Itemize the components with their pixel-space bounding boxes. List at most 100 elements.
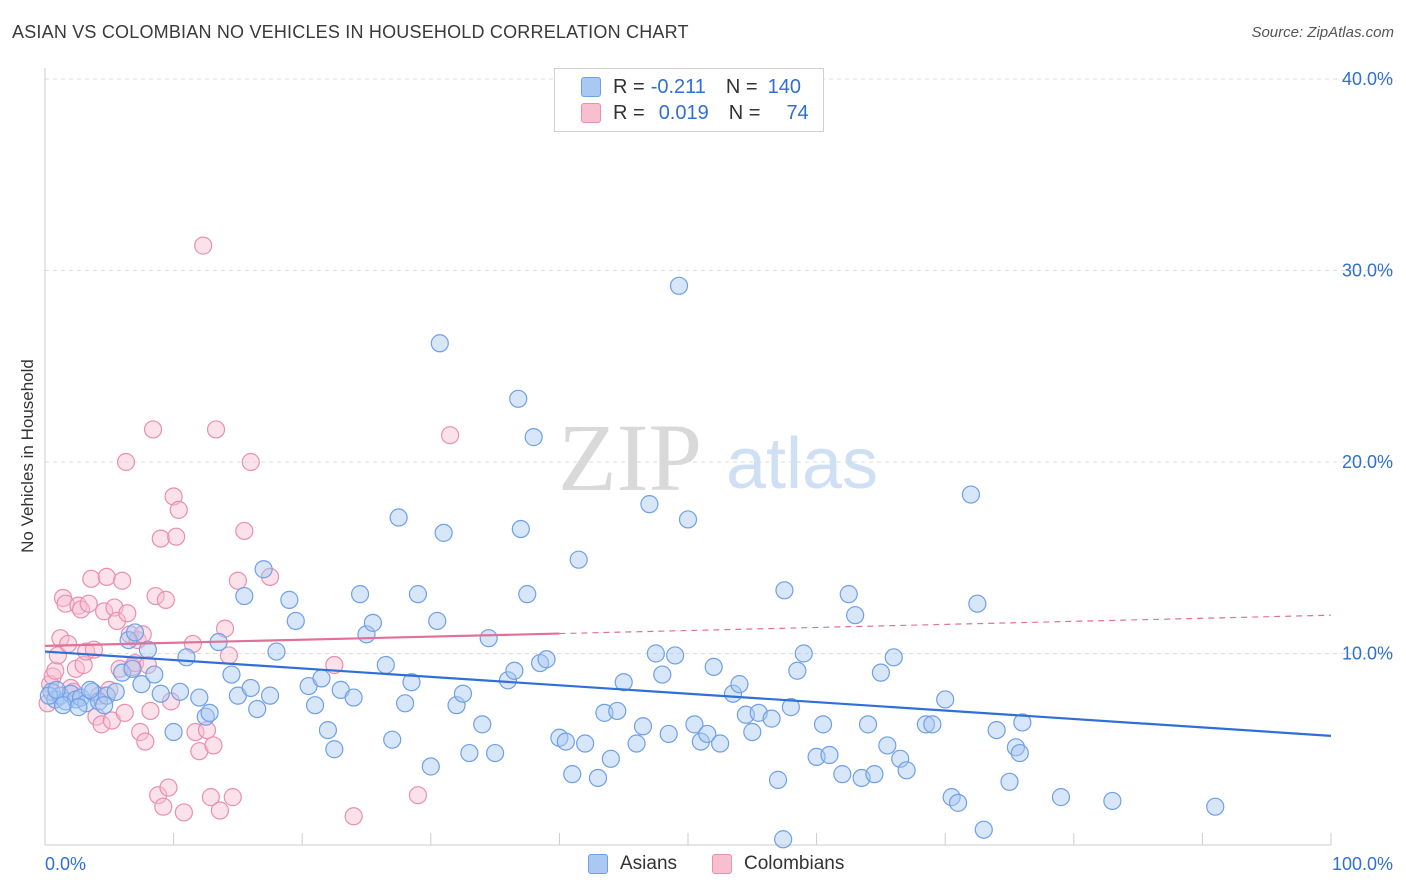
asians-point <box>286 611 305 631</box>
asians-point <box>95 696 114 715</box>
asians-point <box>113 663 132 682</box>
asians-point <box>730 675 749 694</box>
asians-point <box>376 655 395 675</box>
asians-point <box>509 389 528 408</box>
asians-point <box>762 709 781 728</box>
asians-point <box>190 688 209 707</box>
asians-point <box>363 613 383 632</box>
asians-point <box>524 428 543 447</box>
axes <box>44 68 1332 846</box>
asians-point <box>1103 791 1122 811</box>
colombians-point <box>201 788 220 807</box>
asians-point <box>685 715 704 734</box>
colombians-point <box>146 586 165 606</box>
colombians-point <box>149 786 168 805</box>
colombians-point <box>174 803 193 822</box>
asians-point <box>711 734 730 753</box>
asians-point <box>267 642 286 661</box>
colombians-point <box>151 529 170 548</box>
colombians-point <box>210 801 229 820</box>
asians-point <box>788 661 807 680</box>
asians-point <box>260 686 280 705</box>
asians-point <box>833 765 852 784</box>
asians-point <box>923 715 942 734</box>
legend-item-colombians: Colombians <box>712 851 844 877</box>
asians-point <box>839 585 858 604</box>
colombians-point <box>115 703 134 722</box>
colombians-point <box>74 655 93 675</box>
watermark: ZIP atlas <box>558 404 878 511</box>
asians-point <box>80 680 100 699</box>
asians-point <box>704 657 723 677</box>
asians-point <box>588 768 608 788</box>
asians-point <box>858 715 878 734</box>
asians-point <box>698 724 717 744</box>
asians-point <box>69 698 88 717</box>
asians-point <box>344 688 363 707</box>
asians-legend-swatch <box>588 854 608 874</box>
asians-point <box>248 699 267 719</box>
asians-point <box>402 673 421 692</box>
colombians-r-label: R = <box>613 101 645 124</box>
y-tick-label: 30.0% <box>1342 261 1393 281</box>
colombians-point <box>344 807 363 826</box>
asians-point <box>576 734 595 753</box>
asians-point <box>350 585 370 604</box>
colombians-point <box>197 720 217 740</box>
asians-point <box>1051 788 1071 807</box>
asians-point <box>633 717 653 736</box>
asians-point <box>794 644 813 663</box>
colombians-point <box>116 452 136 472</box>
asians-point <box>200 703 219 722</box>
asians-point <box>318 720 338 740</box>
y-tick-label: 20.0% <box>1342 452 1393 472</box>
asians-point <box>936 690 955 709</box>
asians-n-label: N = <box>725 75 758 98</box>
asians-n-value: 140 <box>767 75 801 98</box>
asians-point <box>453 684 473 703</box>
asians-point <box>430 334 449 353</box>
asians-point <box>479 629 498 648</box>
x-tick-label: 0.0% <box>45 854 86 874</box>
asians-point <box>164 722 183 742</box>
colombians-legend-swatch <box>712 854 732 874</box>
asians-point <box>305 696 325 715</box>
colombians-point <box>408 786 428 805</box>
asians-r-label: R = <box>613 75 645 98</box>
colombians-point <box>223 788 242 807</box>
asians-point <box>871 663 891 682</box>
asians-point <box>556 732 575 751</box>
asians-point <box>659 724 678 744</box>
asians-point <box>395 694 415 713</box>
asians-point <box>1013 713 1032 732</box>
colombians-point <box>141 701 160 721</box>
colombians-point <box>97 567 116 587</box>
asians-point <box>537 650 556 669</box>
colombians-point <box>156 590 175 609</box>
gridlines <box>45 78 1395 654</box>
asians-point <box>132 675 151 694</box>
asians-point <box>897 761 916 780</box>
trendlines <box>44 614 1332 737</box>
colombians-point <box>164 487 183 506</box>
asians-point <box>325 740 344 759</box>
colombians-point <box>241 452 260 472</box>
chart-title: ASIAN VS COLOMBIAN NO VEHICLES IN HOUSEH… <box>12 22 689 42</box>
legend-item-asians: Asians <box>588 851 677 877</box>
asians-point <box>614 673 633 692</box>
asians-point <box>743 722 762 742</box>
asians-point <box>486 743 505 763</box>
asians-point <box>563 765 582 784</box>
asians-point <box>408 585 428 604</box>
asians-point <box>312 669 331 688</box>
asians-point <box>646 644 665 663</box>
asians-point <box>846 606 865 625</box>
colombians-point <box>204 736 223 755</box>
asians-point <box>974 820 993 839</box>
asians-point <box>774 830 793 849</box>
asians-point <box>775 581 794 600</box>
colombians-swatch <box>581 103 601 123</box>
asians-point <box>460 743 479 763</box>
asians-point <box>627 734 646 753</box>
